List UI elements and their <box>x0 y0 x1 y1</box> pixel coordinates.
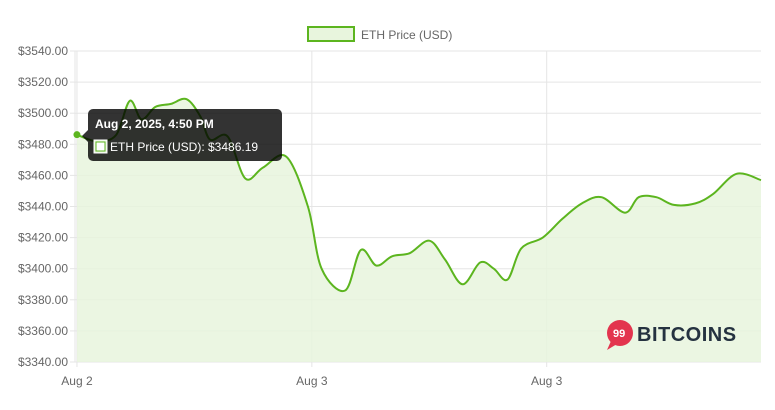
legend-swatch[interactable] <box>307 26 355 42</box>
y-tick-label: $3520.00 <box>18 75 68 89</box>
y-tick-label: $3500.00 <box>18 106 68 120</box>
series-line <box>76 97 762 293</box>
tooltip-title: Aug 2, 2025, 4:50 PM <box>95 117 214 131</box>
tooltip-color-swatch-inner <box>95 141 106 152</box>
axis-labels: $3540.00 $3520.00 $3500.00 $3480.00 $3460.00… <box>18 44 563 388</box>
area-layer <box>73 97 762 362</box>
tooltip: Aug 2, 2025, 4:50 PM ETH Price (USD): $3… <box>82 109 282 161</box>
tooltip-caret <box>82 130 88 142</box>
x-tick-label: Aug 2 <box>61 374 93 388</box>
brand-logo: 99 BITCOINS <box>607 320 737 350</box>
y-tick-label: $3540.00 <box>18 44 68 58</box>
y-tick-label: $3380.00 <box>18 293 68 307</box>
tooltip-body: ETH Price (USD): $3486.19 <box>110 140 258 154</box>
brand-name: BITCOINS <box>637 324 737 346</box>
hovered-point <box>73 131 81 139</box>
y-tick-label: $3480.00 <box>18 137 68 151</box>
legend[interactable]: ETH Price (USD) <box>307 26 452 42</box>
brand-badge-text: 99 <box>613 328 625 340</box>
y-tick-label: $3440.00 <box>18 200 68 214</box>
y-tick-label: $3340.00 <box>18 355 68 369</box>
x-tick-label: Aug 3 <box>296 374 328 388</box>
y-tick-label: $3420.00 <box>18 231 68 245</box>
y-tick-label: $3400.00 <box>18 262 68 276</box>
brand-badge-tail <box>607 341 617 350</box>
y-tick-label: $3460.00 <box>18 168 68 182</box>
tooltip-box <box>88 109 282 161</box>
series-area-fill <box>77 98 761 362</box>
x-tick-label: Aug 3 <box>531 374 563 388</box>
brand-badge-icon <box>607 320 633 346</box>
legend-label[interactable]: ETH Price (USD) <box>361 28 452 42</box>
y-tick-label: $3360.00 <box>18 324 68 338</box>
